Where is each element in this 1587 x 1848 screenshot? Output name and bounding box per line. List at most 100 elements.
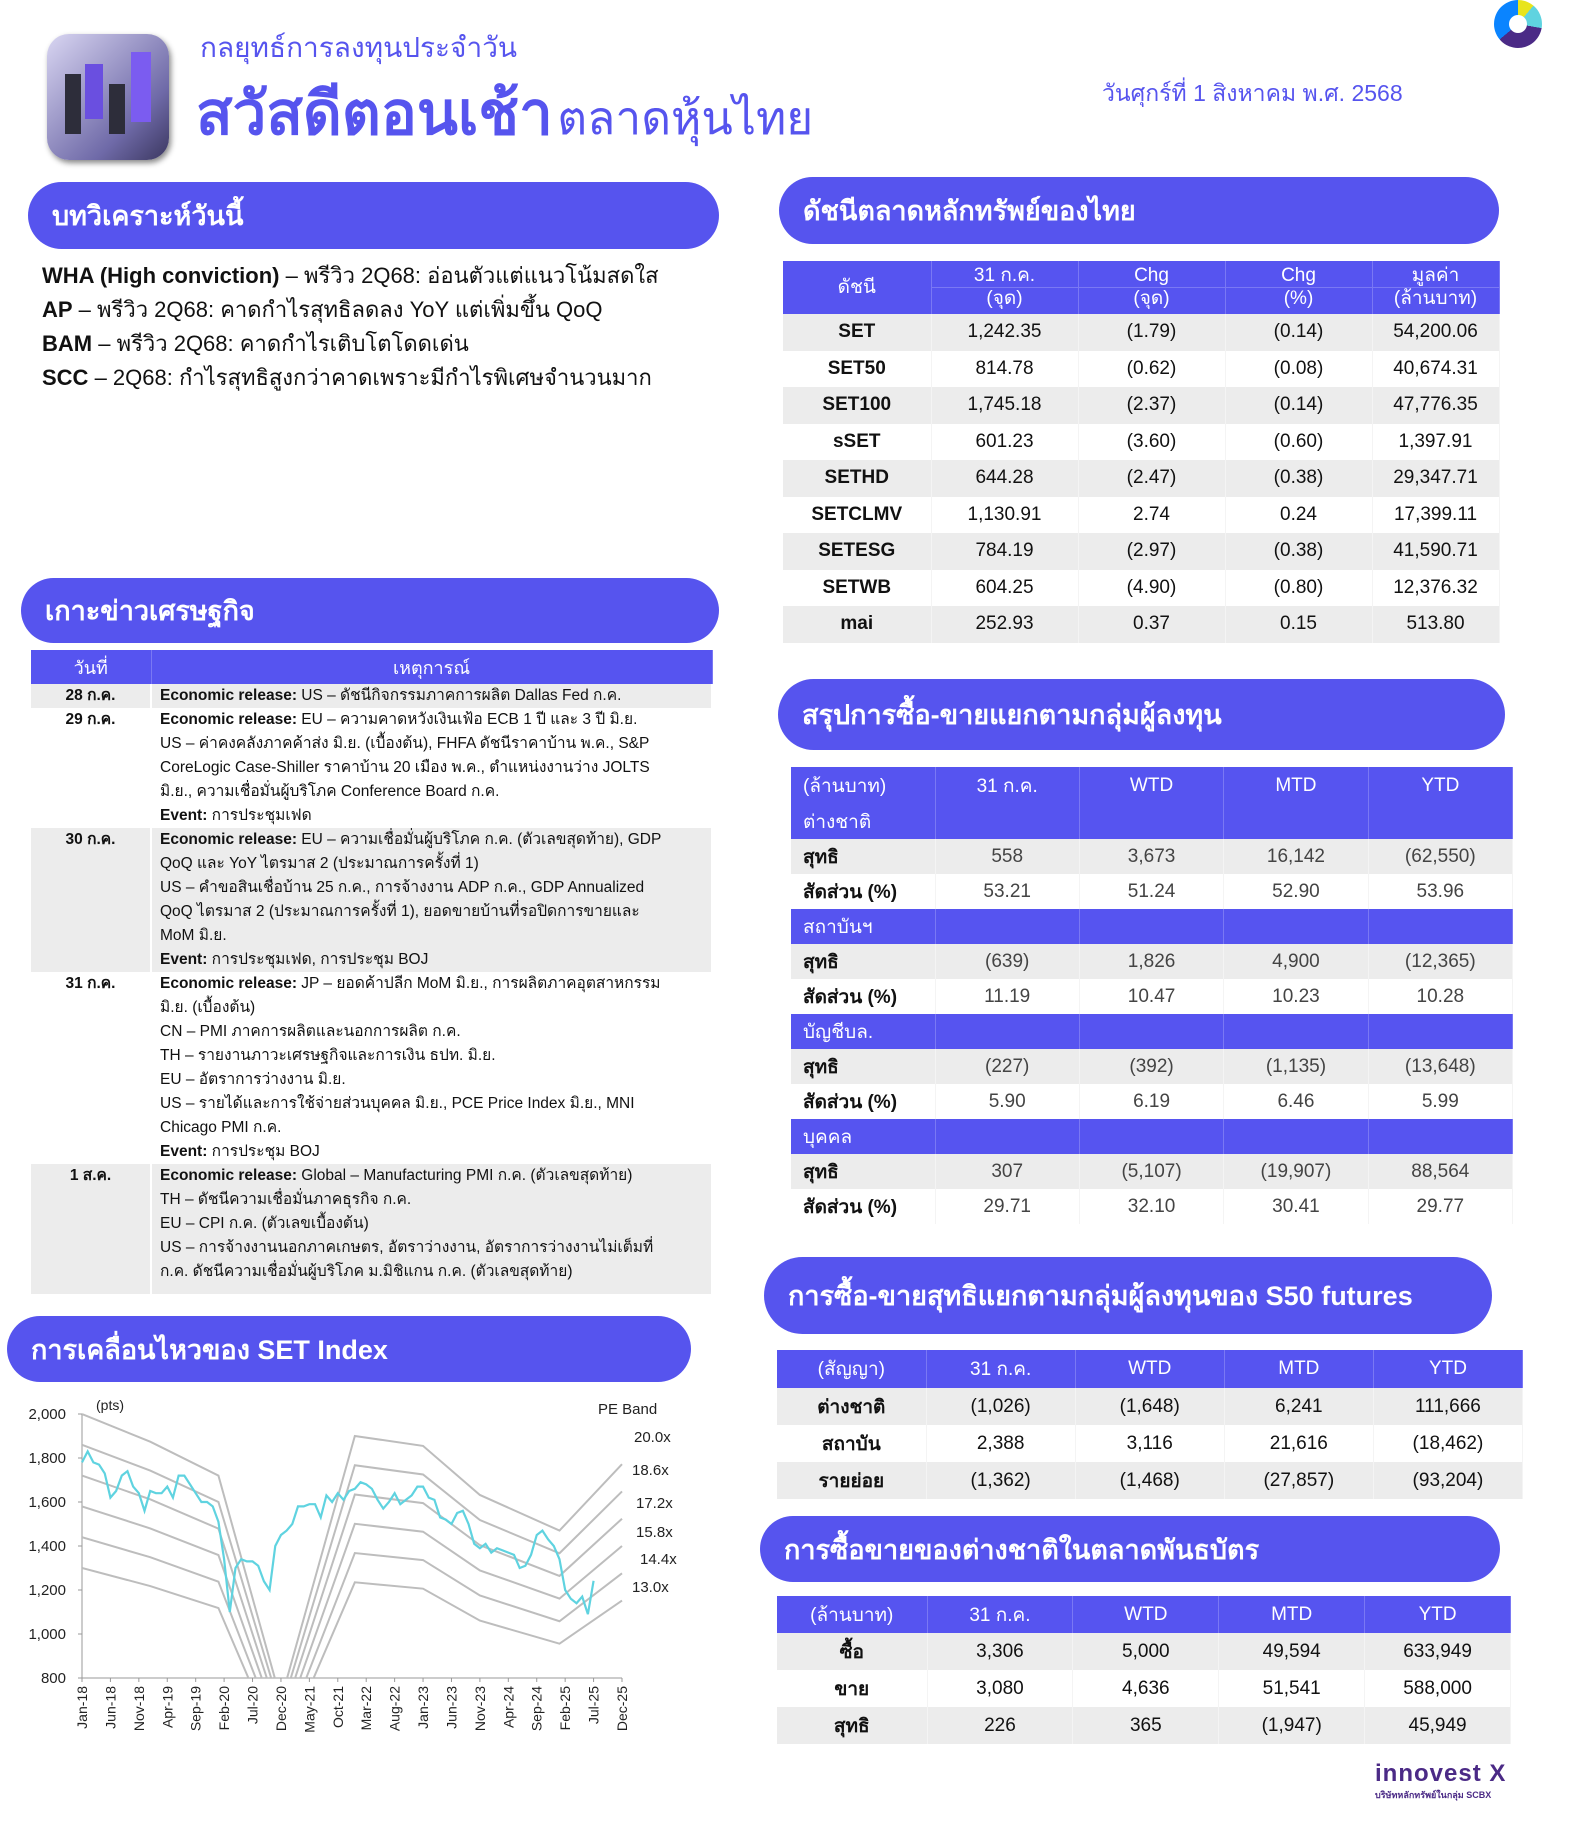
flow-value: 10.28 bbox=[1368, 979, 1514, 1014]
investor-group-row: บุคคล bbox=[791, 1119, 1514, 1154]
event-line: TH – ดัชนีความเชื่อมั่นภาคธุรกิจ ก.ค. bbox=[160, 1191, 412, 1208]
flow-value: 51.24 bbox=[1079, 874, 1225, 909]
set-index-line bbox=[81, 1449, 595, 1615]
investor-row[interactable]: สุทธิ 558 3,673 16,142 (62,550) bbox=[791, 839, 1514, 874]
pe-band-line bbox=[82, 1443, 623, 1678]
event-date: 1 ส.ค. bbox=[31, 1164, 152, 1294]
index-name: SET100 bbox=[783, 387, 932, 424]
event-line: CN – PMI ภาคการผลิตและนอกการผลิต ก.ค. bbox=[160, 1023, 461, 1040]
event-line: CoreLogic Case-Shiller ราคาบ้าน 20 เมือง… bbox=[160, 759, 650, 776]
table-row[interactable]: ขาย 3,080 4,636 51,541 588,000 bbox=[777, 1670, 1511, 1707]
table-row[interactable]: สถาบัน 2,388 3,116 21,616 (18,462) bbox=[777, 1425, 1524, 1462]
x-tick-label: Apr-19 bbox=[159, 1686, 175, 1728]
index-row[interactable]: mai 252.93 0.37 0.15 513.80 bbox=[783, 606, 1500, 643]
investor-row[interactable]: สัดส่วน (%) 11.19 10.47 10.23 10.28 bbox=[791, 979, 1514, 1014]
cell-value: (18,462) bbox=[1373, 1425, 1524, 1462]
index-name: SET bbox=[783, 314, 932, 351]
group-name: บัญชีบล. bbox=[791, 1014, 936, 1049]
index-row[interactable]: SETWB 604.25 (4.90) (0.80) 12,376.32 bbox=[783, 569, 1500, 606]
analysis-item[interactable]: SCC – 2Q68: กำไรสุทธิสูงกว่าคาดเพราะมีกำ… bbox=[42, 365, 652, 390]
column-header: Chg (จุด) bbox=[1078, 261, 1226, 314]
y-tick-label: 800 bbox=[41, 1670, 66, 1687]
y-tick-label: 1,400 bbox=[28, 1538, 66, 1555]
pe-band-label: 17.2x bbox=[636, 1495, 673, 1512]
row-label: สุทธิ bbox=[791, 839, 936, 874]
index-name: SETHD bbox=[783, 460, 932, 497]
cell-value: 111,666 bbox=[1373, 1388, 1524, 1425]
table-row[interactable]: รายย่อย (1,362) (1,468) (27,857) (93,204) bbox=[777, 1462, 1524, 1499]
index-value: (2.47) bbox=[1078, 460, 1226, 497]
cell-value: 3,116 bbox=[1075, 1425, 1225, 1462]
col-date: วันที่ bbox=[31, 650, 152, 684]
investor-row[interactable]: สุทธิ (639) 1,826 4,900 (12,365) bbox=[791, 944, 1514, 979]
cell-value: (27,857) bbox=[1224, 1462, 1374, 1499]
flow-value: 11.19 bbox=[935, 979, 1080, 1014]
event-line: MoM มิ.ย. bbox=[160, 927, 227, 944]
index-name: SET50 bbox=[783, 350, 932, 387]
flow-value: 88,564 bbox=[1368, 1154, 1514, 1189]
analysis-item[interactable]: AP – พรีวิว 2Q68: คาดกำไรสุทธิลดลง YoY แ… bbox=[42, 297, 603, 322]
column-header: MTD bbox=[1224, 1350, 1374, 1388]
investor-row[interactable]: สัดส่วน (%) 29.71 32.10 30.41 29.77 bbox=[791, 1189, 1514, 1224]
index-value: 814.78 bbox=[931, 350, 1079, 387]
column-header: Chg (%) bbox=[1225, 261, 1373, 314]
y-tick-label: 1,200 bbox=[28, 1582, 66, 1599]
index-value: (0.62) bbox=[1078, 350, 1226, 387]
index-value: 0.24 bbox=[1225, 496, 1373, 533]
flow-value: 52.90 bbox=[1223, 874, 1369, 909]
x-tick-label: Dec-20 bbox=[273, 1686, 289, 1731]
row-label: สัดส่วน (%) bbox=[791, 1189, 936, 1224]
flow-value: 29.71 bbox=[935, 1189, 1080, 1224]
index-value: (2.97) bbox=[1078, 533, 1226, 570]
index-value: 644.28 bbox=[931, 460, 1079, 497]
index-value: 17,399.11 bbox=[1372, 496, 1500, 533]
table-row[interactable]: ต่างชาติ (1,026) (1,648) 6,241 111,666 bbox=[777, 1388, 1524, 1425]
column-header: ดัชนี bbox=[783, 261, 932, 314]
flow-value: 53.21 bbox=[935, 874, 1080, 909]
investor-row[interactable]: สัดส่วน (%) 5.90 6.19 6.46 5.99 bbox=[791, 1084, 1514, 1119]
investor-row[interactable]: สุทธิ (227) (392) (1,135) (13,648) bbox=[791, 1049, 1514, 1084]
index-value: 29,347.71 bbox=[1372, 460, 1500, 497]
flow-value: (13,648) bbox=[1368, 1049, 1514, 1084]
index-row[interactable]: SET50 814.78 (0.62) (0.08) 40,674.31 bbox=[783, 350, 1500, 387]
pe-band-line bbox=[82, 1536, 623, 1678]
event-details: Economic release: JP – ยอดค้าปลีก MoM มิ… bbox=[151, 972, 713, 1164]
row-label: สัดส่วน (%) bbox=[791, 874, 936, 909]
report-date: วันศุกร์ที่ 1 สิงหาคม พ.ศ. 2568 bbox=[1102, 80, 1403, 106]
analysis-item[interactable]: WHA (High conviction) – พรีวิว 2Q68: อ่อ… bbox=[42, 263, 659, 288]
index-value: (0.38) bbox=[1225, 460, 1373, 497]
index-row[interactable]: sSET 601.23 (3.60) (0.60) 1,397.91 bbox=[783, 423, 1500, 460]
index-row[interactable]: SETHD 644.28 (2.47) (0.38) 29,347.71 bbox=[783, 460, 1500, 497]
cell-value: (1,026) bbox=[926, 1388, 1076, 1425]
index-row[interactable]: SET100 1,745.18 (2.37) (0.14) 47,776.35 bbox=[783, 387, 1500, 424]
event-line: ก.ค. ดัชนีความเชื่อมั่นผู้บริโภค ม.มิชิแ… bbox=[160, 1263, 573, 1280]
column-header: 31 ก.ค. bbox=[935, 767, 1080, 804]
analysis-item[interactable]: BAM – พรีวิว 2Q68: คาดกำไรเติบโตโดดเด่น bbox=[42, 331, 469, 356]
title-suffix: ตลาดหุ้นไทย bbox=[557, 92, 814, 144]
cell-value: 45,949 bbox=[1364, 1707, 1511, 1744]
index-value: (0.14) bbox=[1225, 314, 1373, 351]
index-row[interactable]: SETCLMV 1,130.91 2.74 0.24 17,399.11 bbox=[783, 496, 1500, 533]
cell-value: 5,000 bbox=[1072, 1633, 1220, 1670]
row-label: สุทธิ bbox=[791, 1049, 936, 1084]
pe-band-line bbox=[82, 1505, 623, 1678]
foreign-bond-flow-table: (ล้านบาท) 31 ก.ค. WTD MTD YTD ซื้อ 3,306 5,000 4… bbox=[777, 1596, 1511, 1744]
table-row[interactable]: สุทธิ 226 365 (1,947) 45,949 bbox=[777, 1707, 1511, 1744]
investor-row[interactable]: สัดส่วน (%) 53.21 51.24 52.90 53.96 bbox=[791, 874, 1514, 909]
index-row[interactable]: SET 1,242.35 (1.79) (0.14) 54,200.06 bbox=[783, 314, 1500, 351]
table-row[interactable]: ซื้อ 3,306 5,000 49,594 633,949 bbox=[777, 1633, 1511, 1670]
investor-row[interactable]: สุทธิ 307 (5,107) (19,907) 88,564 bbox=[791, 1154, 1514, 1189]
index-value: 40,674.31 bbox=[1372, 350, 1500, 387]
index-value: 0.37 bbox=[1078, 606, 1226, 643]
cell-value: 365 bbox=[1072, 1707, 1220, 1744]
econ-row: 30 ก.ค. Economic release: EU – ความเชื่อม… bbox=[31, 828, 713, 972]
column-header: (สัญญา) bbox=[777, 1350, 927, 1388]
report-title: สวัสดีตอนเช้า ตลาดหุ้นไทย bbox=[196, 66, 813, 161]
event-date: 30 ก.ค. bbox=[31, 828, 152, 972]
cell-value: 3,080 bbox=[927, 1670, 1074, 1707]
event-line: US – ค่าคงคลังภาคค้าส่ง มิ.ย. (เบื้องต้น… bbox=[160, 735, 650, 752]
index-row[interactable]: SETESG 784.19 (2.97) (0.38) 41,590.71 bbox=[783, 533, 1500, 570]
index-name: sSET bbox=[783, 423, 932, 460]
column-header: WTD bbox=[1075, 1350, 1225, 1388]
investor-group-row: ต่างชาติ bbox=[791, 804, 1514, 839]
